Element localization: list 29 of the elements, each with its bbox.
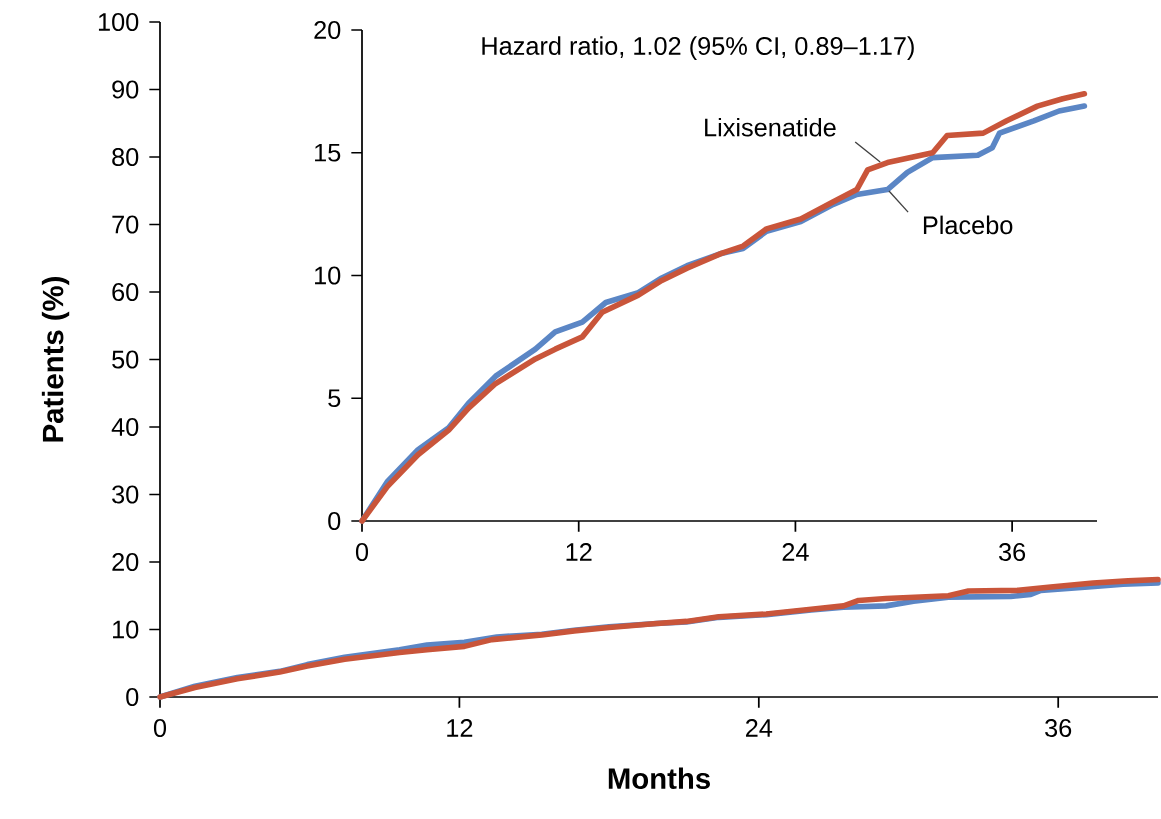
y-tick-label: 0	[328, 512, 341, 530]
annotation: Hazard ratio, 1.02 (95% CI, 0.89–1.17)	[482, 36, 914, 60]
y-tick-label: 5	[328, 389, 341, 408]
x-tick-label: 24	[782, 543, 809, 561]
x-tick-label: 12	[566, 543, 592, 561]
y-tick-label: 30	[112, 485, 139, 504]
x-tick-label: 0	[153, 719, 167, 737]
series-label: Lixisenatide	[705, 117, 836, 137]
y-tick-label: 40	[111, 418, 139, 436]
x-tick-label: 36	[999, 543, 1026, 561]
y-tick-label: 90	[112, 80, 139, 99]
x-axis-title: Months	[608, 767, 710, 790]
y-tick-label: 20	[112, 553, 139, 571]
y-tick-label: 15	[315, 143, 341, 162]
x-tick-label: 12	[447, 719, 473, 737]
y-axis-title: Patients (%)	[41, 277, 70, 442]
y-tick-label: 70	[112, 215, 139, 234]
y-tick-label: 10	[315, 266, 341, 285]
y-tick-label: 80	[112, 148, 139, 166]
x-tick-label: 24	[745, 719, 773, 737]
y-tick-label: 50	[112, 350, 139, 369]
y-tick-label: 100	[98, 13, 139, 31]
series-label: Placebo	[923, 215, 1013, 235]
y-tick-label: 0	[126, 688, 139, 706]
x-tick-label: 36	[1045, 719, 1072, 737]
y-tick-label: 20	[314, 21, 341, 39]
x-tick-label: 0	[355, 543, 369, 561]
y-tick-label: 10	[113, 620, 139, 639]
y-tick-label: 60	[112, 283, 139, 301]
